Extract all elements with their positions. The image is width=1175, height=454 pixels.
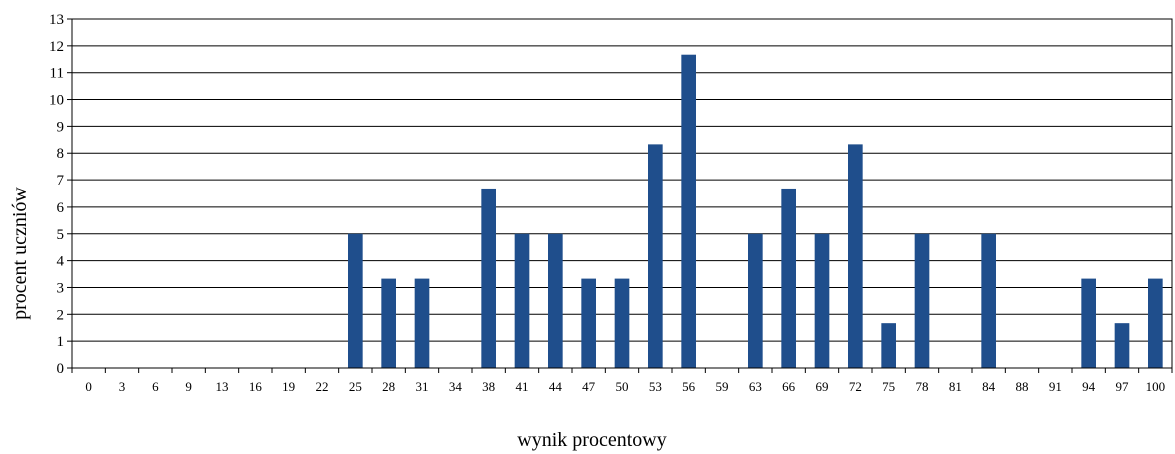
- y-tick-label: 5: [57, 227, 65, 243]
- x-tick-label: 28: [382, 379, 395, 394]
- x-tick-label: 16: [249, 379, 263, 394]
- bar: [614, 278, 630, 368]
- x-tick-label: 0: [85, 379, 92, 394]
- y-tick-label: 7: [57, 173, 65, 189]
- x-tick-label: 56: [682, 379, 696, 394]
- plot-frame: [71, 18, 1173, 369]
- x-tick-label: 75: [882, 379, 895, 394]
- y-tick-label: 4: [57, 254, 65, 270]
- bar: [981, 233, 996, 368]
- bar: [348, 233, 363, 368]
- y-tick-label: 11: [50, 66, 64, 82]
- y-tick-label: 2: [57, 307, 65, 323]
- x-tick-label: 72: [849, 379, 862, 394]
- x-tick-label: 34: [449, 379, 463, 394]
- bar: [514, 233, 530, 368]
- x-tick-label: 9: [185, 379, 192, 394]
- x-tick-label: 38: [482, 379, 495, 394]
- x-tick-label: 91: [1049, 379, 1062, 394]
- bar: [648, 144, 663, 368]
- x-tick-label: 84: [982, 379, 996, 394]
- bar: [681, 54, 696, 368]
- bar: [548, 233, 563, 368]
- x-tick-label: 44: [549, 379, 563, 394]
- y-tick-label: 3: [57, 280, 65, 296]
- x-tick-label: 59: [716, 379, 729, 394]
- x-tick-label: 97: [1116, 379, 1130, 394]
- bar: [781, 188, 796, 368]
- x-tick-label: 31: [416, 379, 429, 394]
- x-tick-label: 3: [119, 379, 126, 394]
- bar: [414, 278, 430, 368]
- x-tick-label: 19: [282, 379, 295, 394]
- y-axis-label: procent uczniów: [9, 187, 31, 320]
- y-tick-label: 13: [49, 12, 64, 28]
- y-tick-label: 0: [57, 361, 65, 377]
- bar: [881, 323, 896, 368]
- bar: [848, 144, 863, 368]
- x-tick-label: 100: [1146, 379, 1166, 394]
- bar: [581, 278, 596, 368]
- y-tick-label: 8: [57, 146, 65, 162]
- x-tick-label: 50: [616, 379, 629, 394]
- bar: [814, 233, 830, 368]
- bar: [914, 233, 930, 368]
- y-tick-label: 9: [57, 119, 65, 135]
- x-tick-label: 69: [816, 379, 829, 394]
- bar: [748, 233, 763, 368]
- bar: [481, 188, 496, 368]
- x-tick-label: 78: [916, 379, 929, 394]
- x-tick-label: 41: [516, 379, 529, 394]
- x-tick-label: 25: [349, 379, 362, 394]
- bar: [1114, 323, 1130, 368]
- bar: [1081, 278, 1096, 368]
- x-tick-label: 94: [1082, 379, 1096, 394]
- x-tick-label: 81: [949, 379, 962, 394]
- x-tick-label: 66: [782, 379, 796, 394]
- bars: [348, 54, 1163, 368]
- y-tick-label: 12: [49, 39, 64, 55]
- bar: [1148, 278, 1163, 368]
- y-tick-label: 6: [57, 200, 65, 216]
- x-tick-label: 47: [582, 379, 596, 394]
- x-tick-label: 88: [1016, 379, 1029, 394]
- x-tick-label: 13: [216, 379, 229, 394]
- x-tick-label: 6: [152, 379, 159, 394]
- x-axis-label: wynik procentowy: [517, 429, 666, 451]
- y-tick-label: 10: [49, 93, 64, 109]
- x-tick-label: 22: [316, 379, 329, 394]
- x-tick-label: 53: [649, 379, 662, 394]
- x-tick-label: 63: [749, 379, 762, 394]
- x-axis-ticks: 0 3 6 9 13 16 19 22 25 28 31 34 38 41 44 47 50 53 56 59 63 66…: [71, 368, 1173, 394]
- y-tick-label: 1: [57, 334, 65, 350]
- bar: [381, 278, 396, 368]
